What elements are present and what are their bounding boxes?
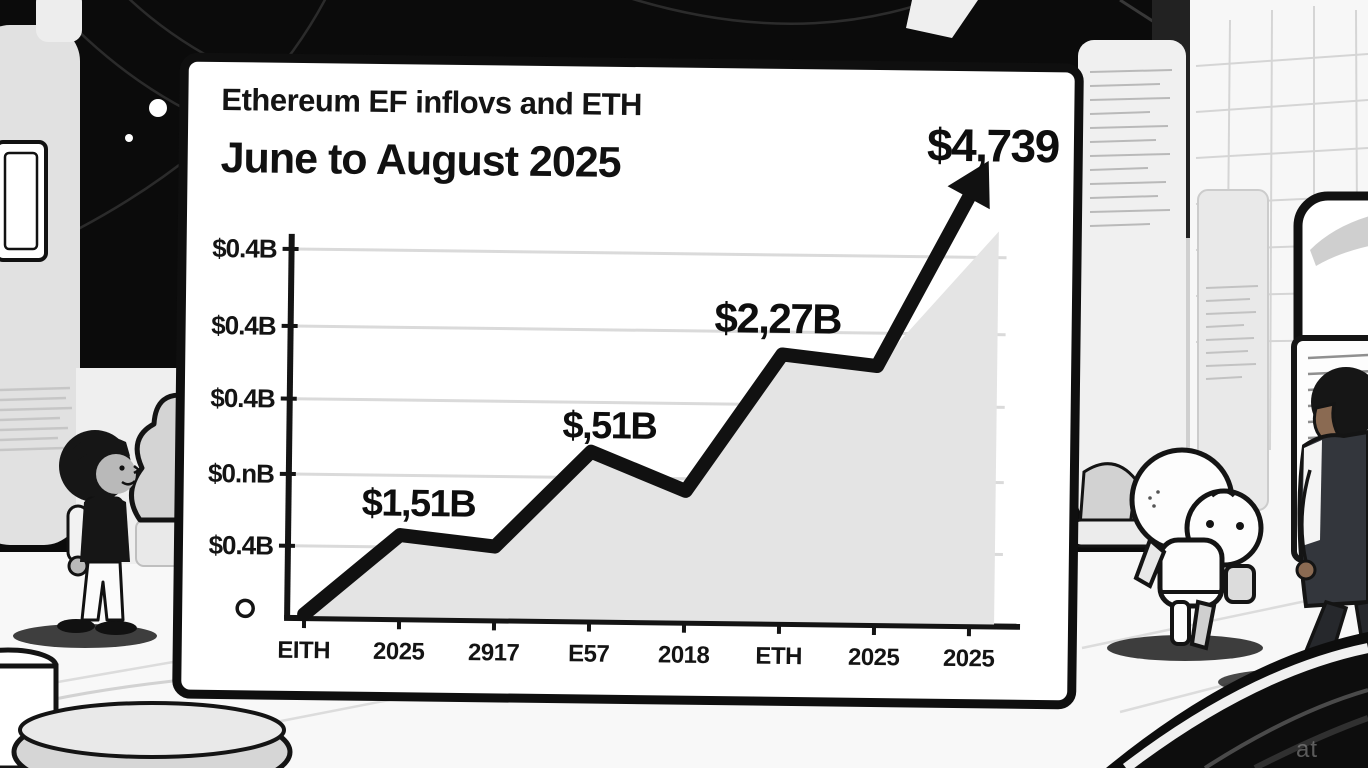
mascot-eye-right: [1236, 522, 1244, 530]
x-tick-label: ETH: [755, 643, 802, 671]
x-tick-label: 2917: [468, 639, 520, 667]
mascot-freckle: [1148, 496, 1152, 500]
star-dot-small: [125, 134, 133, 142]
mascot-shadow: [1107, 635, 1263, 661]
mascot-curl: [1210, 489, 1236, 498]
woman-shoe-left: [57, 619, 95, 633]
star-dot-large: [149, 99, 167, 117]
building-row-lines: [1089, 69, 1173, 227]
watermark-text: at: [1296, 736, 1319, 763]
sign-gray-lines: [1205, 285, 1259, 380]
x-tick-label: EITH: [277, 637, 330, 665]
woman-vest: [80, 494, 130, 562]
y-tick-label: $0.4B: [210, 383, 275, 414]
data-label: $2,27B: [714, 293, 842, 343]
gridline: [293, 324, 1006, 337]
whiteboard: Ethereum EF inflovs and ETH June to Augu…: [172, 52, 1084, 710]
y-axis: [284, 233, 295, 619]
x-tick-label: E57: [568, 640, 610, 668]
car-silhouette: [1106, 632, 1368, 768]
mascot-character: [1107, 447, 1264, 661]
mascot-eye-left: [1206, 520, 1214, 528]
mascot-body: [1157, 537, 1225, 609]
building-row-sign: [1078, 40, 1186, 520]
trend-arrowhead-icon: [947, 160, 990, 210]
man-hand: [1295, 559, 1317, 581]
building-left-cap: [36, 0, 82, 42]
data-label: $,51B: [562, 404, 657, 448]
mascot-leg-right: [1189, 599, 1217, 651]
woman-pedestrian: [13, 430, 157, 648]
man-arm-line: [1300, 469, 1312, 563]
mascot-cup: [1224, 564, 1256, 604]
area-fill: [304, 231, 999, 625]
x-axis: [284, 614, 1021, 630]
woman-face: [96, 454, 136, 494]
data-label: $1,51B: [361, 482, 476, 526]
planter-pot: [0, 647, 293, 768]
man-shirt: [1302, 440, 1322, 546]
woman-bangs: [70, 435, 130, 460]
sky-light-sliver: [906, 0, 978, 38]
gridline: [294, 247, 1007, 260]
mascot-freckle: [1156, 490, 1160, 494]
x-tick-label: 2018: [658, 641, 710, 669]
woman-smile: [121, 480, 136, 486]
line-chart: $0.4B $0.4B $0.4B $0.nB $0.4B EITH 2025 2917 E57…: [208, 160, 1021, 673]
y-tick-label: $0.nB: [208, 458, 274, 489]
x-tick-label: 2025: [943, 645, 995, 673]
building-left-stripes: [0, 386, 73, 452]
x-tick-label: 2025: [373, 638, 425, 666]
woman-nose: [133, 465, 142, 475]
origin-marker: [235, 598, 255, 619]
mascot-arm-left: [1133, 536, 1167, 589]
y-tick-label: $0.4B: [212, 233, 277, 264]
y-tick-label: $0.4B: [208, 530, 273, 561]
x-tick-label: 2025: [848, 644, 900, 672]
trend-line: [297, 180, 982, 622]
woman-shoe-right: [95, 621, 137, 635]
bench: [1070, 462, 1160, 548]
y-tick-label: $0.4B: [211, 310, 276, 341]
building-left-window-frame: [0, 140, 48, 262]
mascot-freckle: [1152, 504, 1156, 508]
mascot-leg-left: [1170, 600, 1191, 646]
woman-eye: [119, 465, 125, 471]
data-label: $4,739: [926, 118, 1060, 173]
